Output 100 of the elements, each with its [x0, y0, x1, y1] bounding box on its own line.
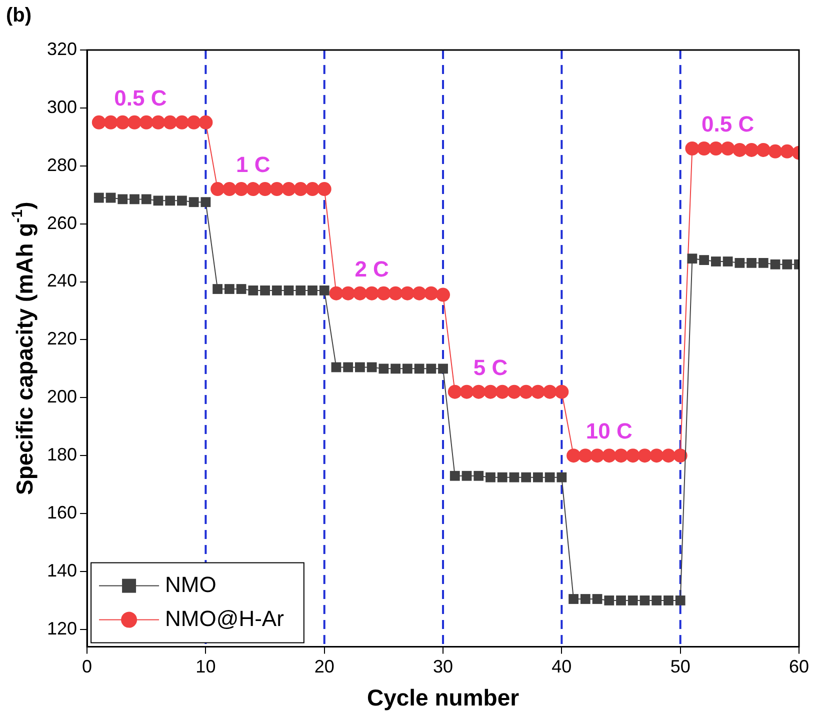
x-tick-label: 20 — [314, 656, 334, 677]
point — [139, 115, 154, 130]
point — [497, 472, 508, 482]
y-axis-title: Specific capacity (mAh g-1) — [9, 202, 38, 496]
point — [507, 384, 522, 399]
point — [734, 258, 745, 268]
point — [554, 384, 569, 399]
point — [448, 384, 462, 399]
point — [234, 182, 248, 196]
point — [174, 115, 189, 130]
point — [746, 258, 756, 268]
point — [188, 197, 199, 208]
point — [780, 144, 794, 158]
point — [495, 384, 510, 399]
point — [104, 115, 118, 130]
y-tick-label: 320 — [46, 38, 78, 59]
point — [248, 286, 258, 296]
point — [224, 284, 234, 294]
point — [376, 286, 391, 300]
point — [200, 197, 211, 208]
point — [258, 182, 272, 196]
point — [177, 196, 187, 206]
point — [566, 448, 581, 463]
point — [270, 182, 284, 196]
legend-label: NMO@H-Ar — [165, 606, 284, 631]
point — [532, 472, 543, 482]
point — [414, 364, 424, 374]
point — [424, 286, 438, 300]
point — [483, 384, 498, 399]
point — [592, 594, 602, 604]
annotation: 10 C — [586, 418, 632, 444]
x-tick-label: 50 — [670, 656, 690, 677]
point — [673, 448, 688, 463]
y-tick-label: 120 — [46, 618, 78, 638]
point — [343, 362, 354, 372]
point — [186, 115, 201, 130]
point — [521, 472, 532, 482]
point — [638, 448, 652, 463]
point — [556, 472, 567, 482]
point — [282, 182, 296, 196]
point — [661, 448, 676, 463]
point — [294, 182, 308, 196]
point — [699, 255, 710, 265]
point — [687, 254, 698, 264]
point — [222, 182, 236, 196]
y-tick-label: 140 — [46, 560, 78, 580]
x-tick-label: 0 — [82, 656, 92, 677]
y-tick-label: 160 — [46, 502, 78, 523]
point — [198, 115, 213, 130]
point — [305, 182, 320, 196]
point — [151, 115, 166, 130]
annotation: 5 C — [473, 354, 508, 380]
point — [212, 284, 223, 294]
annotation: 0.5 C — [702, 112, 754, 137]
point — [153, 196, 164, 206]
point — [402, 364, 412, 374]
y-tick-label: 260 — [46, 212, 78, 233]
point — [329, 286, 344, 300]
point — [116, 115, 130, 130]
y-tick-label: 220 — [46, 328, 78, 349]
point — [118, 194, 128, 204]
point — [720, 142, 735, 156]
point — [366, 362, 377, 372]
x-tick-label: 30 — [433, 656, 454, 677]
point — [246, 182, 260, 196]
point — [708, 142, 723, 156]
point — [260, 286, 270, 296]
point — [341, 286, 356, 300]
point — [544, 472, 555, 482]
point — [616, 595, 626, 606]
point — [210, 182, 225, 196]
point — [438, 364, 448, 374]
point — [710, 256, 721, 266]
point — [426, 364, 436, 374]
point — [163, 115, 178, 130]
point — [744, 142, 759, 157]
point — [272, 286, 282, 296]
point — [450, 470, 460, 481]
annotation: 2 C — [354, 256, 390, 282]
x-tick-label: 10 — [196, 656, 216, 677]
annotation: 0.5 C — [114, 85, 167, 110]
x-axis-title: Cycle number — [366, 684, 520, 711]
point — [390, 364, 400, 374]
point — [664, 595, 674, 606]
point — [486, 472, 496, 482]
point — [782, 259, 792, 270]
point — [568, 594, 578, 604]
point — [722, 256, 733, 266]
point — [652, 595, 662, 606]
point — [685, 142, 700, 156]
point — [509, 472, 520, 482]
point — [127, 115, 142, 130]
point — [317, 182, 332, 196]
point — [388, 286, 403, 300]
point — [542, 384, 557, 399]
legend-label: NMO — [165, 572, 216, 597]
x-tick-label: 40 — [552, 656, 572, 677]
annotation: 1 C — [236, 152, 270, 178]
point — [378, 364, 389, 374]
point — [768, 144, 782, 158]
